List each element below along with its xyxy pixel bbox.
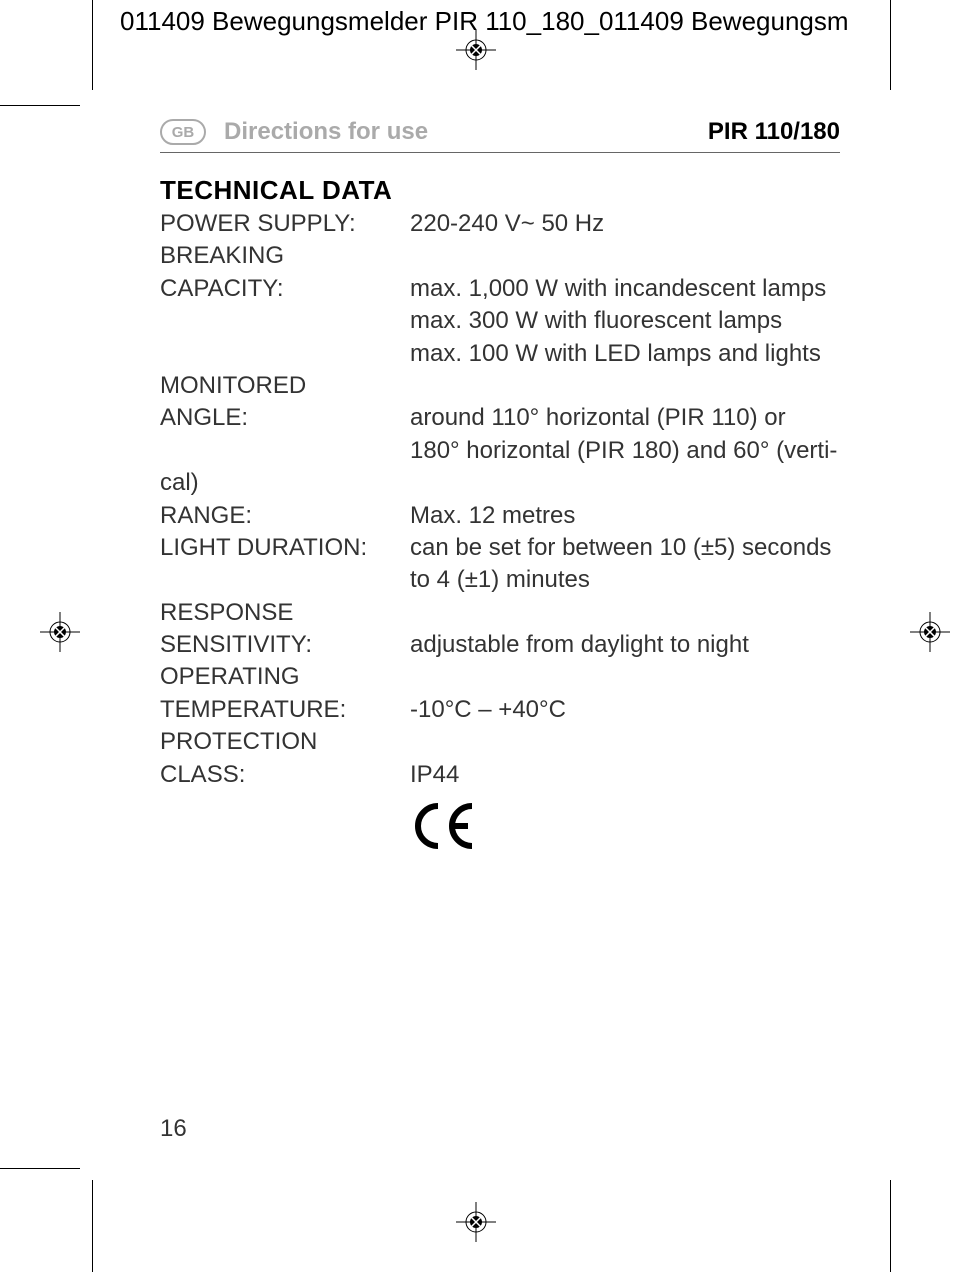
registration-mark-left xyxy=(40,612,80,652)
spec-label: RANGE: xyxy=(160,500,410,532)
registration-mark-bottom xyxy=(456,1202,496,1242)
spec-label: CAPACITY: xyxy=(160,273,410,370)
spec-temperature: TEMPERATURE: -10°C – +40°C xyxy=(160,694,840,726)
spec-label: PROTECTION xyxy=(160,726,410,758)
spec-range: RANGE: Max. 12 metres xyxy=(160,500,840,532)
crop-mark xyxy=(0,1168,80,1169)
page-number: 16 xyxy=(160,1115,187,1143)
spec-power-supply: POWER SUPPLY: 220-240 V~ 50 Hz xyxy=(160,208,840,240)
crop-mark xyxy=(92,0,93,90)
spec-label: RESPONSE xyxy=(160,597,410,629)
spec-protection: PROTECTION xyxy=(160,726,840,758)
header-model: PIR 110/180 xyxy=(708,118,840,146)
spec-value: IP44 xyxy=(410,759,840,791)
header-subtitle: Directions for use xyxy=(224,118,708,146)
spec-value: max. 1,000 W with incandescent lamps max… xyxy=(410,273,840,370)
spec-value: 220-240 V~ 50 Hz xyxy=(410,208,840,240)
spec-operating: OPERATING xyxy=(160,661,840,693)
spec-value xyxy=(410,726,840,758)
spec-label: BREAKING xyxy=(160,240,410,272)
spec-value: Max. 12 metres xyxy=(410,500,840,532)
spec-label: LIGHT DURATION: xyxy=(160,532,410,597)
crop-mark xyxy=(890,1180,891,1272)
ce-mark-icon xyxy=(410,801,840,856)
spec-label: POWER SUPPLY: xyxy=(160,208,410,240)
crop-mark xyxy=(92,1180,93,1272)
spec-response: RESPONSE xyxy=(160,597,840,629)
spec-monitored: MONITORED xyxy=(160,370,840,402)
spec-breaking: BREAKING xyxy=(160,240,840,272)
spec-label: TEMPERATURE: xyxy=(160,694,410,726)
spec-angle: ANGLE: around 110° horizontal (PIR 110) … xyxy=(160,402,840,467)
spec-sensitivity: SENSITIVITY: adjustable from daylight to… xyxy=(160,629,840,661)
spec-value: -10°C – +40°C xyxy=(410,694,840,726)
spec-value: can be set for between 10 (±5) seconds t… xyxy=(410,532,840,597)
spec-value: adjustable from daylight to night xyxy=(410,629,840,661)
spec-label: SENSITIVITY: xyxy=(160,629,410,661)
spec-label: ANGLE: xyxy=(160,402,410,467)
spec-label: OPERATING xyxy=(160,661,410,693)
page-header: GB Directions for use PIR 110/180 xyxy=(160,118,840,153)
spec-angle-overflow: cal) xyxy=(160,467,840,499)
crop-mark xyxy=(890,0,891,90)
content-area: GB Directions for use PIR 110/180 TECHNI… xyxy=(160,118,840,856)
spec-value xyxy=(410,661,840,693)
section-title: TECHNICAL DATA xyxy=(160,175,840,206)
registration-mark-right xyxy=(910,612,950,652)
language-badge: GB xyxy=(160,119,206,145)
spec-value: around 110° horizontal (PIR 110) or 180°… xyxy=(410,402,840,467)
spec-class: CLASS: IP44 xyxy=(160,759,840,791)
spec-label: CLASS: xyxy=(160,759,410,791)
registration-mark-top xyxy=(456,30,496,70)
spec-label: MONITORED xyxy=(160,370,410,402)
page: 011409 Bewegungsmelder PIR 110_180_01140… xyxy=(0,0,954,1272)
crop-mark xyxy=(0,105,80,106)
spec-value xyxy=(410,370,840,402)
spec-value xyxy=(410,597,840,629)
spec-value xyxy=(410,240,840,272)
spec-light-duration: LIGHT DURATION: can be set for between 1… xyxy=(160,532,840,597)
spec-capacity: CAPACITY: max. 1,000 W with incandescent… xyxy=(160,273,840,370)
